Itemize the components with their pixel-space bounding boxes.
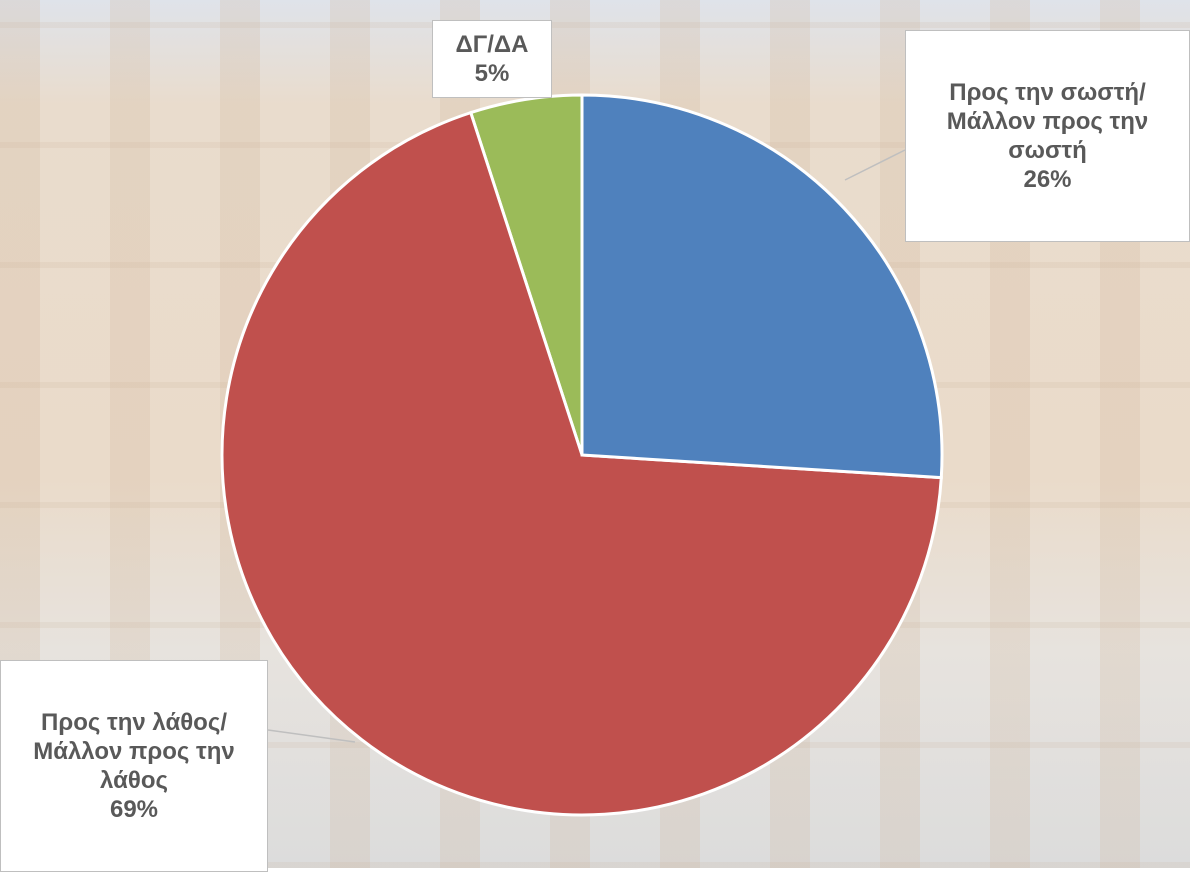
value-label: 5%: [439, 59, 545, 88]
page: {"chart_data": {"type": "pie", "categori…: [0, 0, 1190, 868]
leader-line: [268, 730, 355, 742]
value-label: 69%: [7, 795, 261, 824]
leader-line: [845, 150, 905, 180]
category-label: Προς την σωστή/Μάλλον προς την σωστή: [912, 78, 1183, 165]
category-label: ΔΓ/ΔΑ: [439, 30, 545, 59]
category-label: Προς την λάθος/Μάλλον προς την λάθος: [7, 708, 261, 795]
pie-slice: [582, 95, 942, 478]
value-label: 26%: [912, 165, 1183, 194]
